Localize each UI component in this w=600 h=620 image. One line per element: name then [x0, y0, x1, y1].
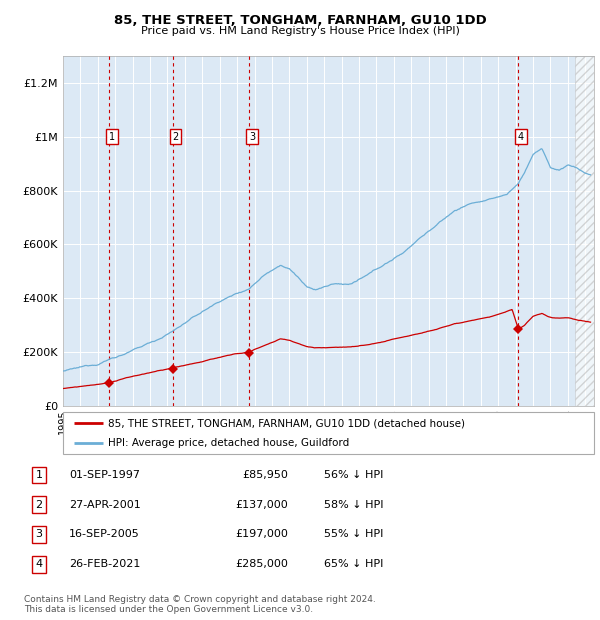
Text: 4: 4: [518, 131, 524, 141]
Text: 85, THE STREET, TONGHAM, FARNHAM, GU10 1DD: 85, THE STREET, TONGHAM, FARNHAM, GU10 1…: [113, 14, 487, 27]
Text: 85, THE STREET, TONGHAM, FARNHAM, GU10 1DD (detached house): 85, THE STREET, TONGHAM, FARNHAM, GU10 1…: [108, 418, 465, 428]
Text: 2: 2: [172, 131, 179, 141]
Text: 01-SEP-1997: 01-SEP-1997: [69, 470, 140, 480]
Text: 1: 1: [109, 131, 115, 141]
Text: 3: 3: [35, 529, 43, 539]
Text: £285,000: £285,000: [235, 559, 288, 569]
Text: 1: 1: [35, 470, 43, 480]
Text: £85,950: £85,950: [242, 470, 288, 480]
Text: Contains HM Land Registry data © Crown copyright and database right 2024.: Contains HM Land Registry data © Crown c…: [24, 595, 376, 604]
Text: 2: 2: [35, 500, 43, 510]
Text: This data is licensed under the Open Government Licence v3.0.: This data is licensed under the Open Gov…: [24, 604, 313, 614]
Text: 26-FEB-2021: 26-FEB-2021: [69, 559, 140, 569]
Text: £137,000: £137,000: [235, 500, 288, 510]
Text: £197,000: £197,000: [235, 529, 288, 539]
Text: Price paid vs. HM Land Registry's House Price Index (HPI): Price paid vs. HM Land Registry's House …: [140, 26, 460, 36]
Text: 16-SEP-2005: 16-SEP-2005: [69, 529, 140, 539]
Text: 3: 3: [249, 131, 255, 141]
Text: 4: 4: [35, 559, 43, 569]
Text: 56% ↓ HPI: 56% ↓ HPI: [324, 470, 383, 480]
Text: 27-APR-2001: 27-APR-2001: [69, 500, 141, 510]
Text: 65% ↓ HPI: 65% ↓ HPI: [324, 559, 383, 569]
Text: 58% ↓ HPI: 58% ↓ HPI: [324, 500, 383, 510]
Text: HPI: Average price, detached house, Guildford: HPI: Average price, detached house, Guil…: [108, 438, 349, 448]
Text: 55% ↓ HPI: 55% ↓ HPI: [324, 529, 383, 539]
